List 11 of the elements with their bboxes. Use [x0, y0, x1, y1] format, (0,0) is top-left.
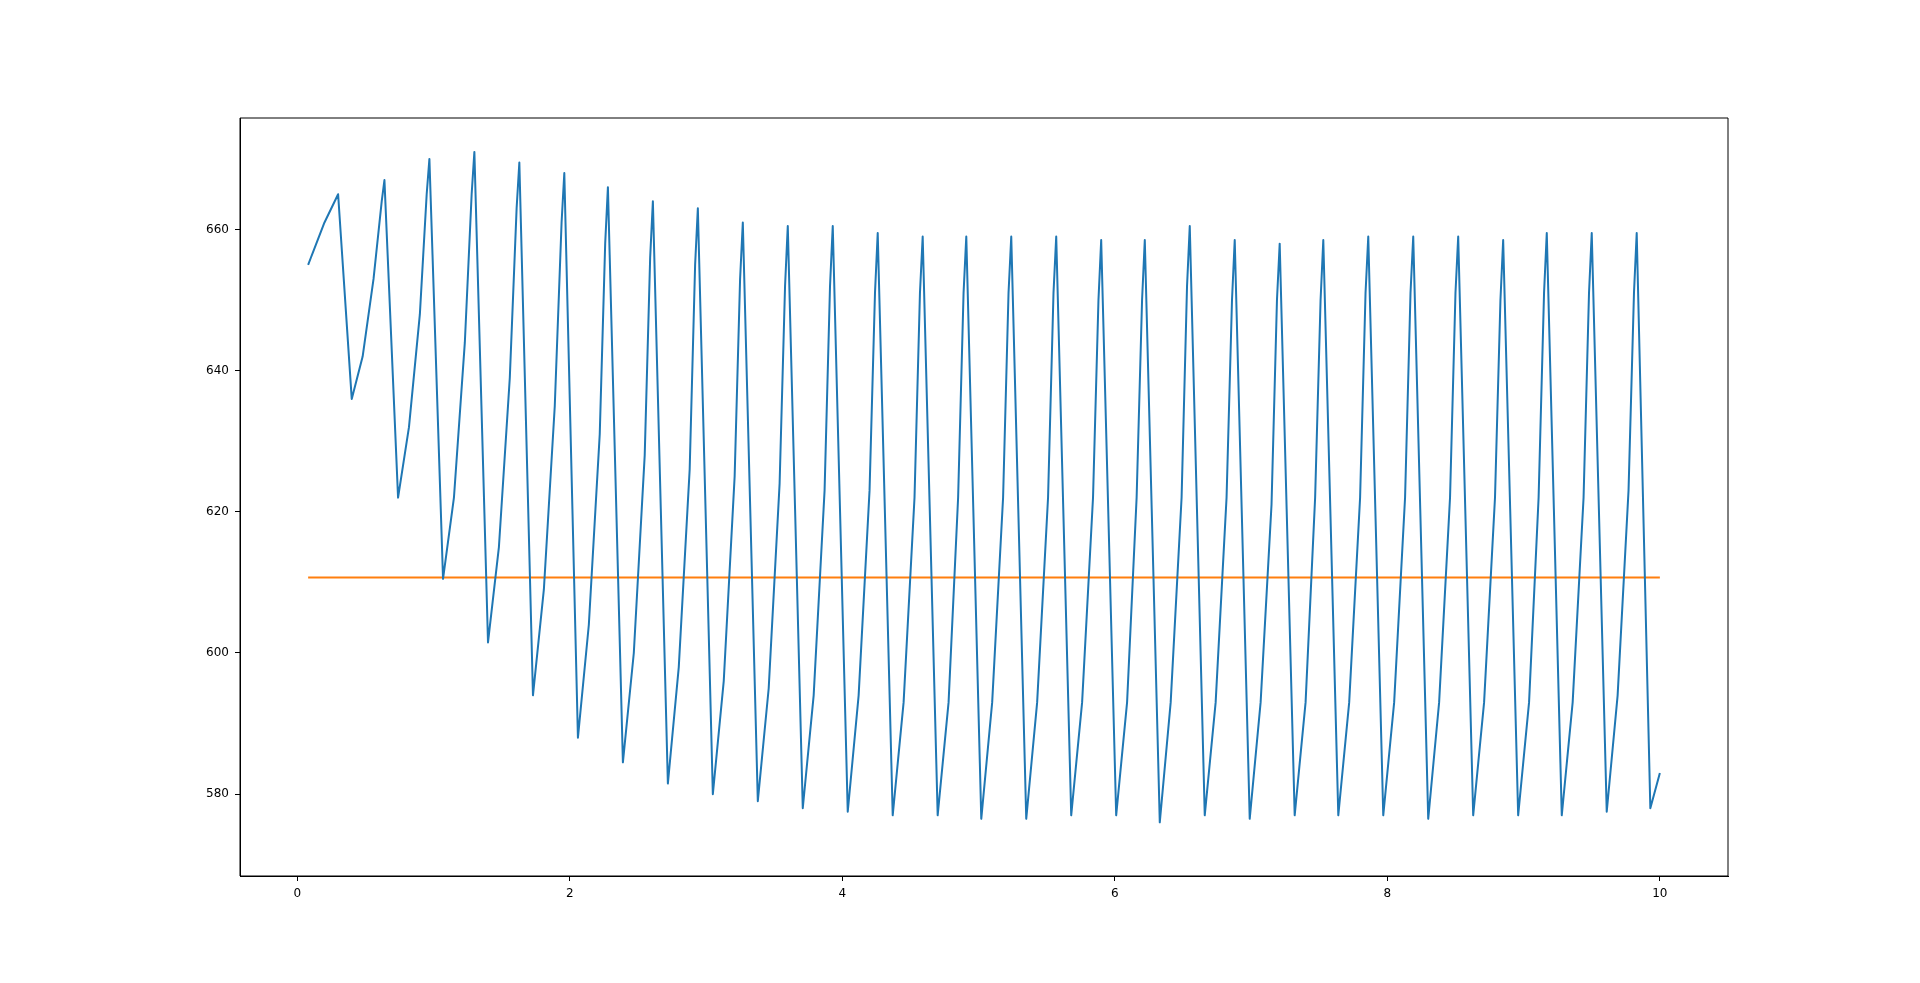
x-tick-label: 10	[1652, 886, 1668, 901]
y-tick-label: 620	[206, 503, 229, 518]
x-tick-label: 4	[838, 886, 847, 901]
x-tick-label: 0	[293, 886, 302, 901]
x-tick-label: 8	[1383, 886, 1392, 901]
y-tick-label: 640	[206, 362, 229, 377]
y-tick-label: 660	[206, 221, 229, 236]
y-tick-label: 580	[206, 786, 229, 801]
x-tick-label: 6	[1110, 886, 1119, 901]
x-tick-label: 2	[565, 886, 574, 901]
y-tick-label: 600	[206, 645, 229, 660]
